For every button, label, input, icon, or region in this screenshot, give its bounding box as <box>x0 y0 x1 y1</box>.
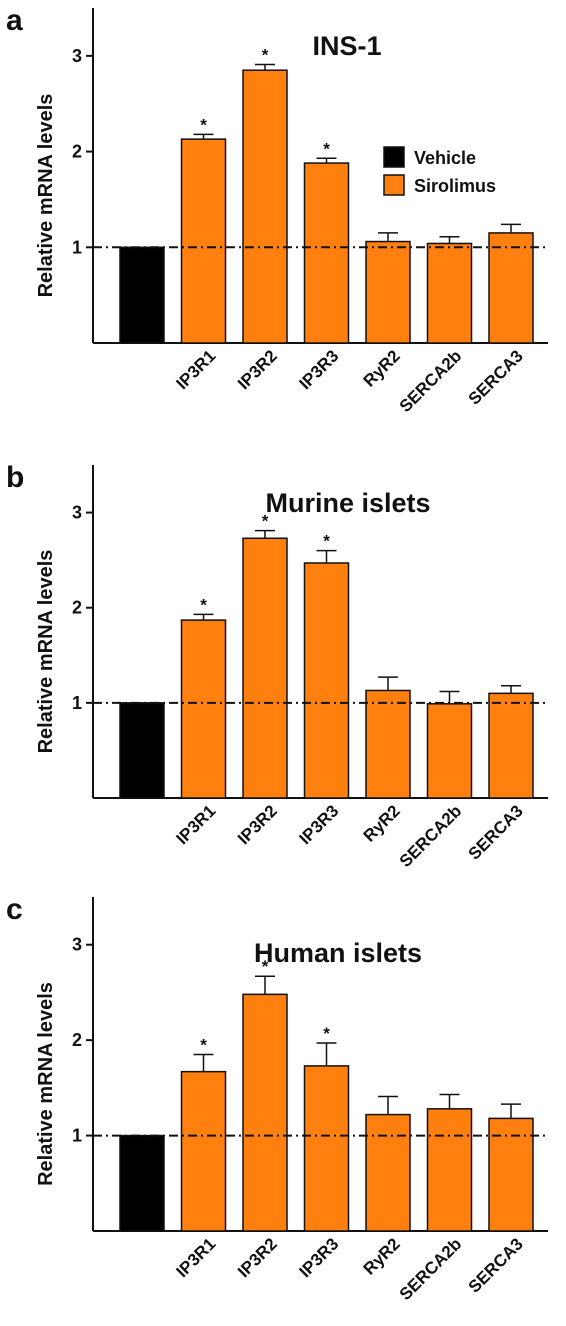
bar-vehicle <box>119 702 165 799</box>
bar-ip3r1 <box>180 138 227 344</box>
panel-letter-b: b <box>6 461 24 494</box>
panel-letter-c: c <box>6 893 23 926</box>
chart-title: Human islets <box>254 938 422 968</box>
bar-ip3r3 <box>303 162 350 344</box>
y-axis-label: Relative mRNA levels <box>35 94 57 298</box>
category-label: RyR2 <box>360 1234 404 1278</box>
y-axis-label: Relative mRNA levels <box>35 982 57 1186</box>
bar-ip3r2 <box>242 537 288 799</box>
category-label: IP3R3 <box>295 1234 342 1281</box>
y-tick-label: 2 <box>72 598 82 618</box>
significance-star: * <box>323 1024 330 1043</box>
bar-serca3 <box>488 692 534 799</box>
bar-ryr2 <box>365 240 411 344</box>
category-label: SERCA2b <box>396 346 466 416</box>
legend-label: Sirolimus <box>414 176 496 196</box>
category-label: IP3R2 <box>234 1234 281 1281</box>
significance-star: * <box>323 532 330 551</box>
category-label: IP3R2 <box>234 346 281 393</box>
y-tick-label: 2 <box>72 1030 82 1050</box>
bar-ip3r2 <box>242 69 288 344</box>
significance-star: * <box>262 512 269 531</box>
significance-star: * <box>262 957 269 976</box>
significance-star: * <box>200 1035 207 1054</box>
y-tick-label: 2 <box>72 142 82 162</box>
category-label: RyR2 <box>360 346 404 390</box>
category-label: RyR2 <box>360 801 404 845</box>
category-label: SERCA3 <box>465 346 527 408</box>
y-tick-label: 3 <box>72 46 82 66</box>
category-label: IP3R1 <box>172 1234 219 1281</box>
chart-title: INS-1 <box>312 31 381 61</box>
significance-star: * <box>262 45 269 64</box>
bar-serca2b <box>426 242 473 344</box>
y-tick-label: 3 <box>72 503 82 523</box>
chart-title: Murine islets <box>265 488 430 518</box>
category-label: IP3R3 <box>295 801 342 848</box>
category-label: IP3R1 <box>172 346 219 393</box>
panel-letter-a: a <box>6 4 23 37</box>
y-tick-label: 1 <box>72 1126 82 1146</box>
bar-serca2b <box>426 703 473 799</box>
legend-swatch <box>383 174 405 196</box>
category-label: IP3R2 <box>234 801 281 848</box>
legend-label: Vehicle <box>414 148 476 168</box>
bar-ip3r2 <box>242 993 288 1232</box>
bar-ip3r3 <box>303 562 350 799</box>
y-tick-label: 1 <box>72 237 82 257</box>
y-tick-label: 3 <box>72 935 82 955</box>
bar-serca3 <box>488 232 534 344</box>
category-label: IP3R3 <box>295 346 342 393</box>
bar-ip3r3 <box>303 1065 350 1232</box>
significance-star: * <box>323 139 330 158</box>
bar-ryr2 <box>365 689 411 799</box>
category-label: IP3R1 <box>172 801 219 848</box>
bar-vehicle <box>119 1134 165 1232</box>
bar-serca2b <box>426 1108 473 1232</box>
bar-serca3 <box>488 1117 534 1232</box>
bar-ryr2 <box>365 1113 411 1232</box>
category-label: SERCA2b <box>396 801 466 871</box>
bar-ip3r1 <box>180 619 227 799</box>
category-label: SERCA3 <box>465 1234 527 1296</box>
significance-star: * <box>200 115 207 134</box>
significance-star: * <box>200 595 207 614</box>
bar-ip3r1 <box>180 1070 227 1232</box>
category-label: SERCA3 <box>465 801 527 863</box>
bar-vehicle <box>119 246 165 344</box>
y-axis-label: Relative mRNA levels <box>35 550 57 754</box>
y-tick-label: 1 <box>72 693 82 713</box>
category-label: SERCA2b <box>396 1234 466 1304</box>
legend-swatch <box>383 146 405 168</box>
